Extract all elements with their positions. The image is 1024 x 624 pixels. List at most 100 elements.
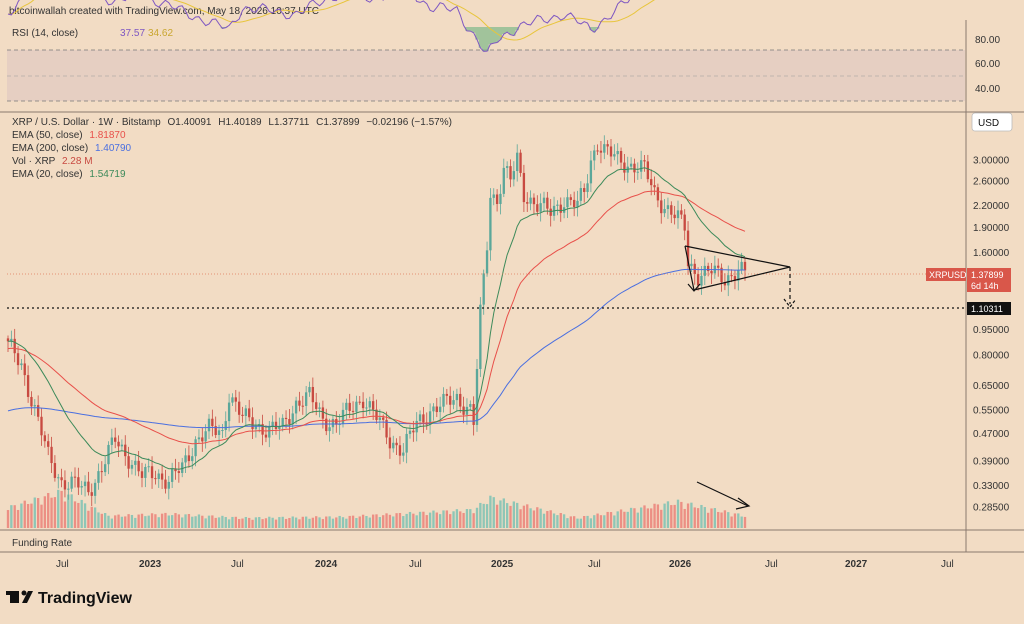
volume-bar	[368, 517, 371, 528]
price-tick-label: 0.28500	[973, 503, 1010, 514]
volume-bar	[673, 504, 676, 528]
ema20-line	[7, 167, 746, 470]
currency-button[interactable]: USD	[971, 112, 1013, 132]
legend-ema200: EMA (200, close) 1.40790	[12, 143, 132, 154]
volume-bar	[579, 518, 583, 528]
candle-body	[549, 208, 552, 216]
volume-bar	[583, 515, 586, 528]
candle-body	[660, 200, 663, 214]
candle-body	[542, 197, 546, 204]
candle-body	[315, 402, 318, 409]
candle-body	[26, 375, 30, 397]
candle-body	[740, 261, 743, 270]
volume-bar	[613, 515, 616, 528]
volume-bar	[93, 507, 97, 528]
candle-body	[706, 265, 710, 272]
candle-body	[576, 200, 579, 208]
volume-bar	[710, 508, 713, 528]
candle-body	[234, 397, 237, 402]
candle-body	[375, 409, 378, 421]
candle-body	[469, 404, 472, 407]
candle-body	[589, 160, 593, 184]
candle-body	[83, 481, 87, 487]
volume-bar	[321, 519, 325, 528]
candle-body	[683, 214, 686, 231]
volume-bar	[485, 504, 489, 528]
price-tick-label: 2.20000	[973, 201, 1010, 212]
candle-body	[184, 455, 187, 463]
volume-bar	[80, 499, 83, 528]
volume-bar	[197, 514, 201, 528]
legend-ema50: EMA (50, close) 1.81870	[12, 130, 126, 141]
candle-body	[378, 417, 382, 421]
candle-body	[23, 363, 26, 376]
volume-bar	[134, 517, 137, 528]
volume-bar	[730, 516, 733, 528]
volume-bar	[733, 513, 737, 528]
candle-body	[633, 163, 636, 173]
candle-body	[368, 401, 371, 408]
volume-bar	[348, 515, 351, 528]
rsi-band	[7, 50, 965, 101]
candle-body	[586, 183, 589, 192]
volume-bar	[449, 514, 452, 528]
candle-body	[526, 202, 529, 204]
volume-bar	[462, 512, 465, 528]
volume-bar	[552, 513, 556, 528]
volume-bar	[505, 503, 509, 528]
price-tick-label: 0.39000	[973, 456, 1010, 467]
candle-body	[254, 426, 258, 430]
candle-body	[505, 166, 509, 168]
volume-bar	[546, 511, 549, 528]
candle-body	[304, 392, 308, 406]
candle-body	[512, 171, 516, 180]
volume-bar	[445, 510, 449, 528]
candle-body	[536, 204, 539, 212]
volume-bar	[442, 510, 445, 528]
candle-body	[606, 144, 609, 147]
candle-body	[499, 193, 502, 205]
volume-bar	[318, 517, 321, 528]
x-tick-jul-2024: Jul	[409, 559, 422, 570]
tradingview-logo-text: TradingView	[38, 590, 133, 607]
volume-bar	[13, 505, 16, 528]
candle-body	[358, 401, 361, 403]
x-tick-2023: 2023	[139, 559, 162, 570]
candle-body	[221, 430, 224, 432]
x-tick-jul-2026: Jul	[765, 559, 778, 570]
candle-body	[251, 417, 254, 430]
volume-bars	[6, 489, 747, 528]
volume-bar	[67, 494, 70, 528]
volume-bar	[536, 507, 539, 528]
volume-bar	[717, 511, 720, 528]
volume-bar	[83, 503, 87, 528]
candle-body	[6, 338, 10, 342]
candle-body	[16, 353, 20, 366]
candle-body	[335, 419, 338, 425]
volume-bar	[412, 513, 415, 528]
candle-body	[392, 442, 395, 449]
volume-bar	[670, 505, 673, 528]
candle-body	[345, 402, 348, 410]
volume-bar	[338, 515, 341, 528]
volume-bar	[63, 501, 67, 528]
x-tick-2024: 2024	[315, 559, 338, 570]
volume-bar	[636, 512, 639, 528]
price-tick-label: 0.65000	[973, 381, 1010, 392]
volume-bar	[40, 504, 43, 528]
price-axis-ticks: 3.00000 2.60000 2.20000 1.90000 1.60000 0.950…	[973, 156, 1010, 514]
volume-bar	[221, 515, 224, 528]
candle-body	[686, 230, 690, 267]
candle-body	[57, 477, 60, 479]
volume-bar	[201, 515, 204, 528]
candle-body	[733, 276, 737, 281]
volume-bar	[596, 513, 599, 528]
volume-bar	[415, 515, 418, 528]
volume-bar	[482, 503, 485, 528]
volume-bar	[663, 503, 666, 528]
candle-body	[177, 471, 181, 473]
volume-bar	[90, 506, 93, 528]
candle-body	[529, 197, 532, 204]
volume-bar	[325, 516, 328, 528]
volume-bar	[428, 512, 432, 528]
